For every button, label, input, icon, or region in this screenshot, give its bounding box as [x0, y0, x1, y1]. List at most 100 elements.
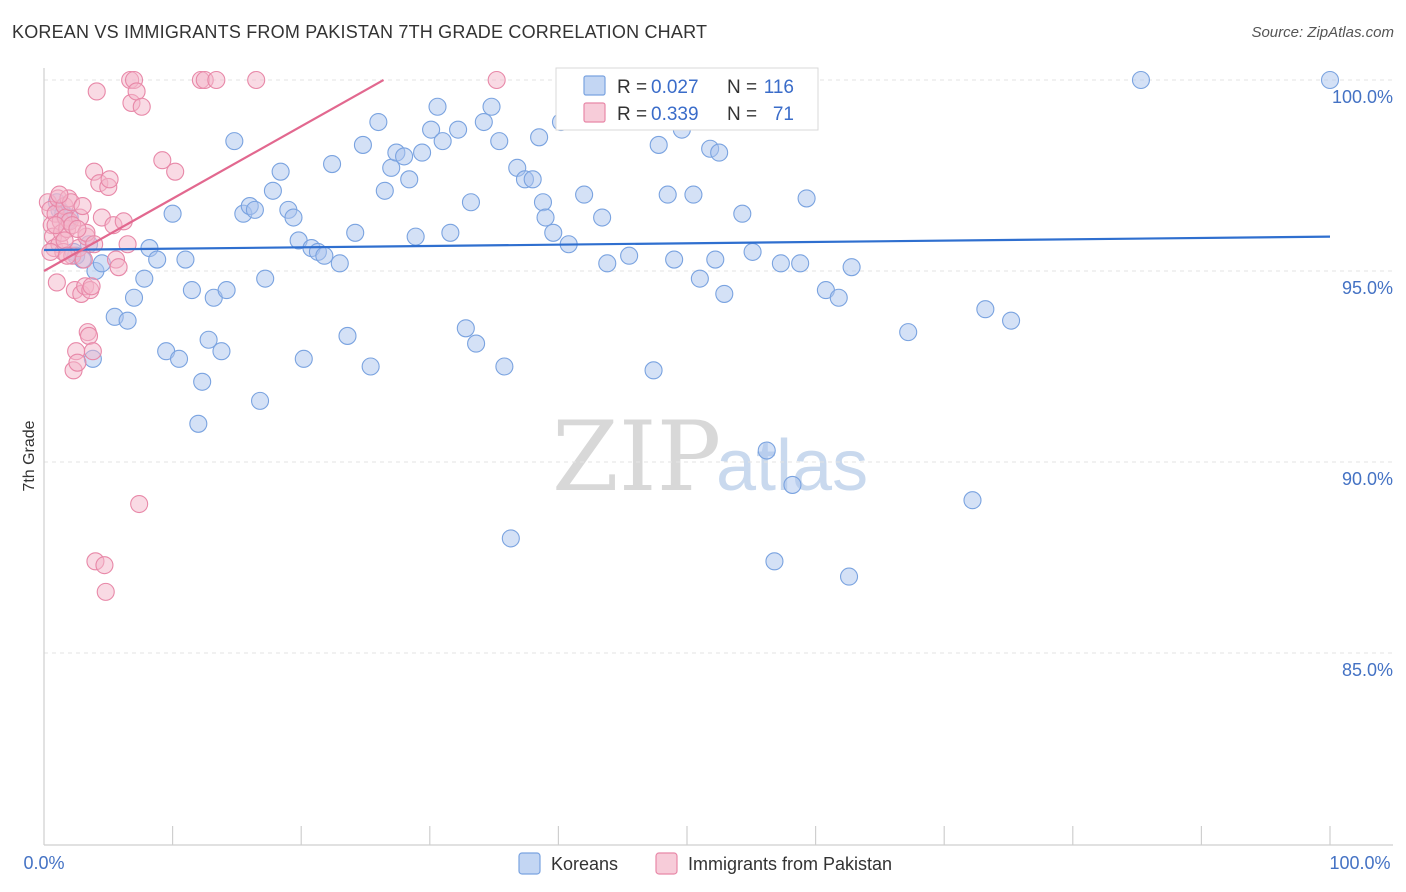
koreans-point-40	[294, 349, 313, 368]
koreans-point-101	[765, 552, 784, 571]
trend-line-koreans	[43, 235, 1331, 252]
legend-n-value-1: 116	[764, 77, 794, 98]
koreans-point-59	[428, 97, 447, 116]
gridlines	[44, 79, 1393, 654]
koreans-point-51	[375, 181, 394, 200]
y-tick-label-0: 100.0%	[1332, 87, 1393, 107]
watermark-zip: ZIP	[552, 401, 721, 513]
koreans-point-64	[461, 193, 481, 212]
koreans-point-45	[330, 254, 349, 273]
koreans-point-81	[575, 185, 594, 204]
koreans-point-27	[212, 342, 231, 361]
koreans-point-60	[433, 132, 452, 151]
bottom-legend-label-pakistan: Immigrants from Pakistan	[688, 854, 892, 874]
pakistan-point-67	[50, 185, 69, 204]
koreans-point-61	[441, 223, 460, 242]
pakistan-point-60	[247, 70, 266, 90]
legend-swatch-koreans	[583, 75, 606, 96]
legend-n-label-2: N =	[727, 104, 757, 125]
series-legend: Koreans Immigrants from Pakistan	[518, 852, 892, 875]
legend-r-label-1: R =	[617, 77, 647, 98]
koreans-point-76	[536, 208, 555, 227]
trend-lines	[43, 79, 1331, 272]
x-tick-label-min: 0.0%	[23, 853, 64, 873]
koreans-point-55	[400, 170, 419, 189]
pakistan-point-52	[127, 82, 146, 101]
koreans-point-34	[256, 269, 275, 288]
koreans-point-108	[842, 258, 861, 277]
legend-n-label-1: N =	[727, 77, 757, 98]
koreans-point-107	[829, 288, 848, 307]
koreans-point-114	[1131, 70, 1151, 90]
koreans-point-95	[706, 250, 725, 269]
pakistan-point-37	[87, 82, 106, 101]
x-ticks	[172, 826, 1331, 845]
pakistan-point-61	[487, 70, 506, 90]
koreans-point-25	[199, 330, 218, 349]
koreans-point-109	[839, 567, 859, 586]
y-axis-title: 7th Grade	[21, 420, 38, 491]
koreans-point-48	[353, 135, 372, 154]
koreans-point-112	[976, 300, 995, 319]
koreans-point-69	[495, 357, 514, 376]
source-label: Source: ZipAtlas.com	[1251, 24, 1394, 41]
koreans-point-83	[598, 254, 617, 273]
koreans-point-102	[771, 254, 790, 273]
koreans-point-84	[620, 246, 639, 265]
koreans-point-94	[710, 143, 729, 162]
koreans-point-44	[323, 154, 342, 174]
koreans-point-96	[715, 284, 734, 303]
pakistan-point-59	[207, 70, 226, 90]
koreans-point-113	[1002, 311, 1021, 330]
koreans-point-36	[271, 162, 290, 181]
koreans-point-33	[250, 391, 270, 410]
pakistan-point-68	[68, 219, 87, 239]
x-tick-label-max: 100.0%	[1329, 853, 1390, 873]
y-tick-label-3: 85.0%	[1342, 660, 1393, 680]
koreans-point-70	[501, 529, 520, 548]
stats-legend: R = 0.027 N = 116 R = 0.339 N = 71	[555, 67, 819, 131]
koreans-point-68	[490, 132, 509, 151]
pakistan-point-46	[109, 258, 128, 277]
koreans-point-20	[169, 349, 189, 368]
pakistan-point-27	[74, 250, 93, 269]
koreans-point-23	[189, 414, 208, 433]
pakistan-point-54	[132, 97, 151, 116]
y-tick-label-1: 95.0%	[1342, 278, 1393, 298]
koreans-point-111	[963, 491, 982, 510]
legend-r-value-1: 0.027	[651, 77, 699, 98]
koreans-point-103	[783, 475, 802, 494]
y-tick-labels: 100.0% 95.0% 90.0% 85.0%	[1332, 87, 1393, 680]
koreans-point-13	[118, 311, 137, 330]
pakistan-point-53	[130, 494, 149, 514]
pakistan-point-43	[100, 170, 119, 189]
koreans-point-66	[474, 112, 493, 132]
koreans-point-22	[182, 281, 201, 300]
koreans-point-28	[217, 281, 236, 300]
pakistan-point-6	[47, 273, 66, 292]
koreans-point-89	[665, 250, 684, 269]
koreans-point-56	[406, 227, 425, 246]
koreans-point-50	[369, 112, 388, 132]
series-pakistan	[38, 70, 506, 601]
koreans-point-21	[176, 250, 195, 269]
koreans-point-14	[124, 288, 144, 307]
koreans-point-91	[684, 185, 703, 204]
koreans-point-54	[395, 147, 414, 166]
pakistan-point-69	[46, 216, 65, 235]
chart-title: KOREAN VS IMMIGRANTS FROM PAKISTAN 7TH G…	[12, 22, 708, 42]
koreans-point-86	[644, 361, 663, 380]
koreans-point-47	[346, 223, 365, 242]
koreans-point-65	[467, 334, 486, 353]
legend-r-value-2: 0.339	[651, 104, 699, 125]
koreans-point-110	[899, 323, 918, 342]
watermark-atlas: atlas	[716, 426, 868, 506]
pakistan-point-34	[83, 342, 102, 361]
koreans-point-62	[449, 120, 468, 139]
koreans-point-49	[361, 357, 380, 376]
koreans-point-15	[135, 269, 154, 288]
y-tick-label-2: 90.0%	[1342, 469, 1393, 489]
koreans-point-98	[743, 242, 762, 261]
koreans-point-43	[315, 246, 334, 265]
